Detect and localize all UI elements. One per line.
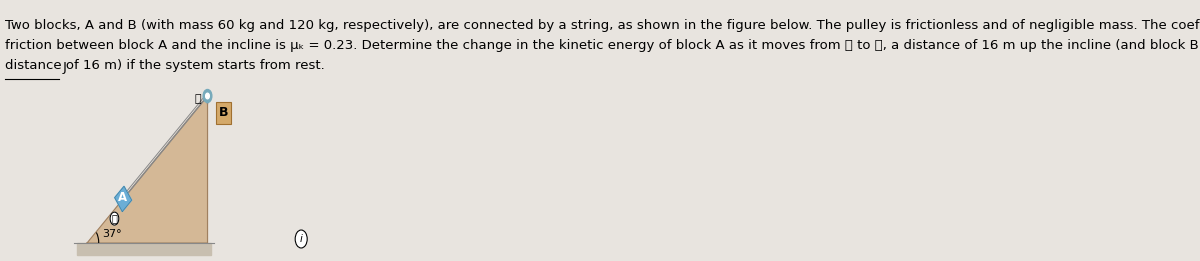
Text: i: i [300, 234, 302, 244]
Circle shape [205, 93, 210, 99]
Text: A: A [118, 191, 127, 204]
Bar [216, 102, 230, 124]
Polygon shape [77, 243, 211, 255]
Circle shape [295, 230, 307, 248]
Polygon shape [88, 96, 208, 243]
Polygon shape [115, 186, 132, 212]
Text: Two blocks, A and B (with mass 60 kg and 120 kg, respectively), are connected by: Two blocks, A and B (with mass 60 kg and… [5, 19, 1200, 32]
Circle shape [110, 212, 119, 225]
Text: B: B [218, 106, 228, 120]
Text: J: J [62, 61, 66, 74]
Text: Ⓒ: Ⓒ [112, 213, 118, 224]
Circle shape [203, 90, 212, 103]
Text: Ⓓ: Ⓓ [194, 94, 202, 104]
Text: distance of 16 m) if the system starts from rest.: distance of 16 m) if the system starts f… [5, 59, 325, 72]
Text: friction between block A and the incline is μₖ = 0.23. Determine the change in t: friction between block A and the incline… [5, 39, 1200, 52]
Text: 37°: 37° [102, 229, 121, 239]
